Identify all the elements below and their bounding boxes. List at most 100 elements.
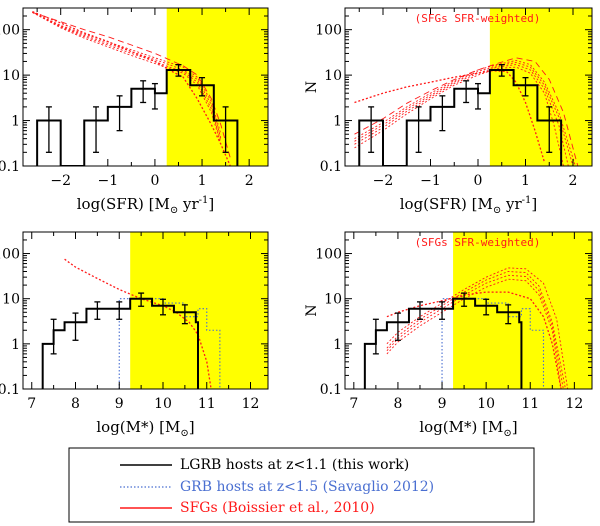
x-axis-label-part: -1 [522,195,532,206]
sfg-curve-5 [386,267,569,389]
highlight-region [166,8,268,166]
x-axis-label-part: log(SFR) [77,195,149,213]
y-tick-label: 1 [333,114,342,130]
x-tick-label: 0 [474,173,483,189]
panel-annotation: (SFGs SFR-weighted) [415,236,541,249]
sfg-curve-3 [32,11,222,142]
y-axis-label: N [304,81,320,93]
x-tick-label: 0 [150,173,159,189]
y-tick-label: 0.1 [320,159,342,175]
x-tick-label: 12 [565,396,583,412]
y-tick-label: 100 [0,247,20,263]
highlight-region [130,232,268,389]
x-tick-label: 7 [27,396,36,412]
x-tick-label: 7 [349,396,358,412]
sfg-curve-6 [32,11,231,159]
sfg-curve-1 [354,70,546,163]
x-axis-label: log(SFR) [M⊙ yr-1] [400,195,538,216]
x-axis-label-part: ⊙ [170,205,178,216]
highlight-region [489,8,592,166]
x-axis-label-part: -1 [199,195,209,206]
sfg-curve-2 [32,12,222,145]
highlight-region [453,232,592,389]
plot-area [32,10,239,166]
x-tick-label: 2 [245,173,254,189]
y-tick-label: 1 [11,337,20,353]
x-tick-label: 8 [393,396,402,412]
x-tick-label: 9 [115,396,124,412]
y-tick-label: 10 [324,68,342,84]
x-axis-label-part: log(M*) [96,418,159,436]
x-tick-label: −2 [373,173,394,189]
legend-box [68,447,535,523]
y-axis-label: N [304,304,320,316]
x-axis-label-part: ] [189,418,195,436]
y-tick-label: 10 [2,292,20,308]
sfg-curve-2 [386,278,562,389]
x-axis-label-part: yr [501,195,522,213]
y-tick-label: 0.1 [320,382,342,398]
legend-label-sfg: SFGs (Boissier et al., 2010) [180,500,375,516]
sfg-curve-4 [386,271,566,389]
y-tick-label: 10 [2,68,20,84]
x-axis-label-part: [M [149,195,170,213]
plot-area [41,258,221,389]
sfg-curve-3 [386,274,564,389]
y-tick-label: 100 [315,247,342,263]
y-tick-label: 1 [11,114,20,130]
x-axis-label-part: [M [482,418,503,436]
y-tick-label: 100 [315,23,342,39]
x-axis-label: log(SFR) [M⊙ yr-1] [77,195,215,216]
x-axis-label-part: yr [178,195,199,213]
x-axis-label: log(M*) [M⊙] [419,418,517,439]
x-axis-label-part: log(M*) [419,418,482,436]
x-axis-label-part: ] [208,195,214,213]
plot-frame [22,7,269,167]
plot-area [354,57,579,166]
x-tick-label: −2 [50,173,71,189]
plot-frame [344,7,593,167]
y-tick-label: 10 [324,292,342,308]
x-tick-label: −1 [420,173,441,189]
x-tick-label: 11 [198,396,216,412]
plot-frame [344,231,593,390]
sfg-curve-2 [354,66,564,166]
plot-area [363,267,569,389]
x-tick-label: 11 [521,396,539,412]
x-axis-label-part: ⊙ [503,428,511,439]
y-tick-label: 100 [0,23,20,39]
x-tick-label: 1 [198,173,207,189]
x-axis-label-part: [M [159,418,180,436]
x-axis-label-part: ⊙ [180,428,188,439]
x-tick-label: 1 [521,173,530,189]
legend: LGRB hosts at z<1.1 (this work) GRB host… [68,447,535,523]
y-tick-label: 0.1 [0,159,20,175]
x-tick-label: 12 [242,396,260,412]
x-tick-label: 10 [154,396,172,412]
panel-annotation: (SFGs SFR-weighted) [415,12,541,25]
legend-label-savaglio: GRB hosts at z<1.5 (Savaglio 2012) [180,479,434,495]
y-tick-label: 1 [333,337,342,353]
x-tick-label: −1 [97,173,118,189]
x-axis-label-part: ] [512,418,518,436]
x-axis-label-part: [M [472,195,493,213]
x-axis-label-part: ⊙ [493,205,501,216]
x-tick-label: 2 [569,173,578,189]
legend-label-hosts: LGRB hosts at z<1.1 (this work) [180,457,409,473]
sfg-curve-3 [354,64,569,166]
x-tick-label: 9 [438,396,447,412]
x-axis-label: log(M*) [M⊙] [96,418,194,439]
x-axis-label-part: ] [531,195,537,213]
y-tick-label: 0.1 [0,382,20,398]
x-tick-label: 10 [477,396,495,412]
x-tick-label: 8 [71,396,80,412]
plot-frame [22,231,269,390]
x-axis-label-part: log(SFR) [400,195,472,213]
sfg-curve-4 [354,62,574,166]
sfg-curve-5 [354,60,576,166]
